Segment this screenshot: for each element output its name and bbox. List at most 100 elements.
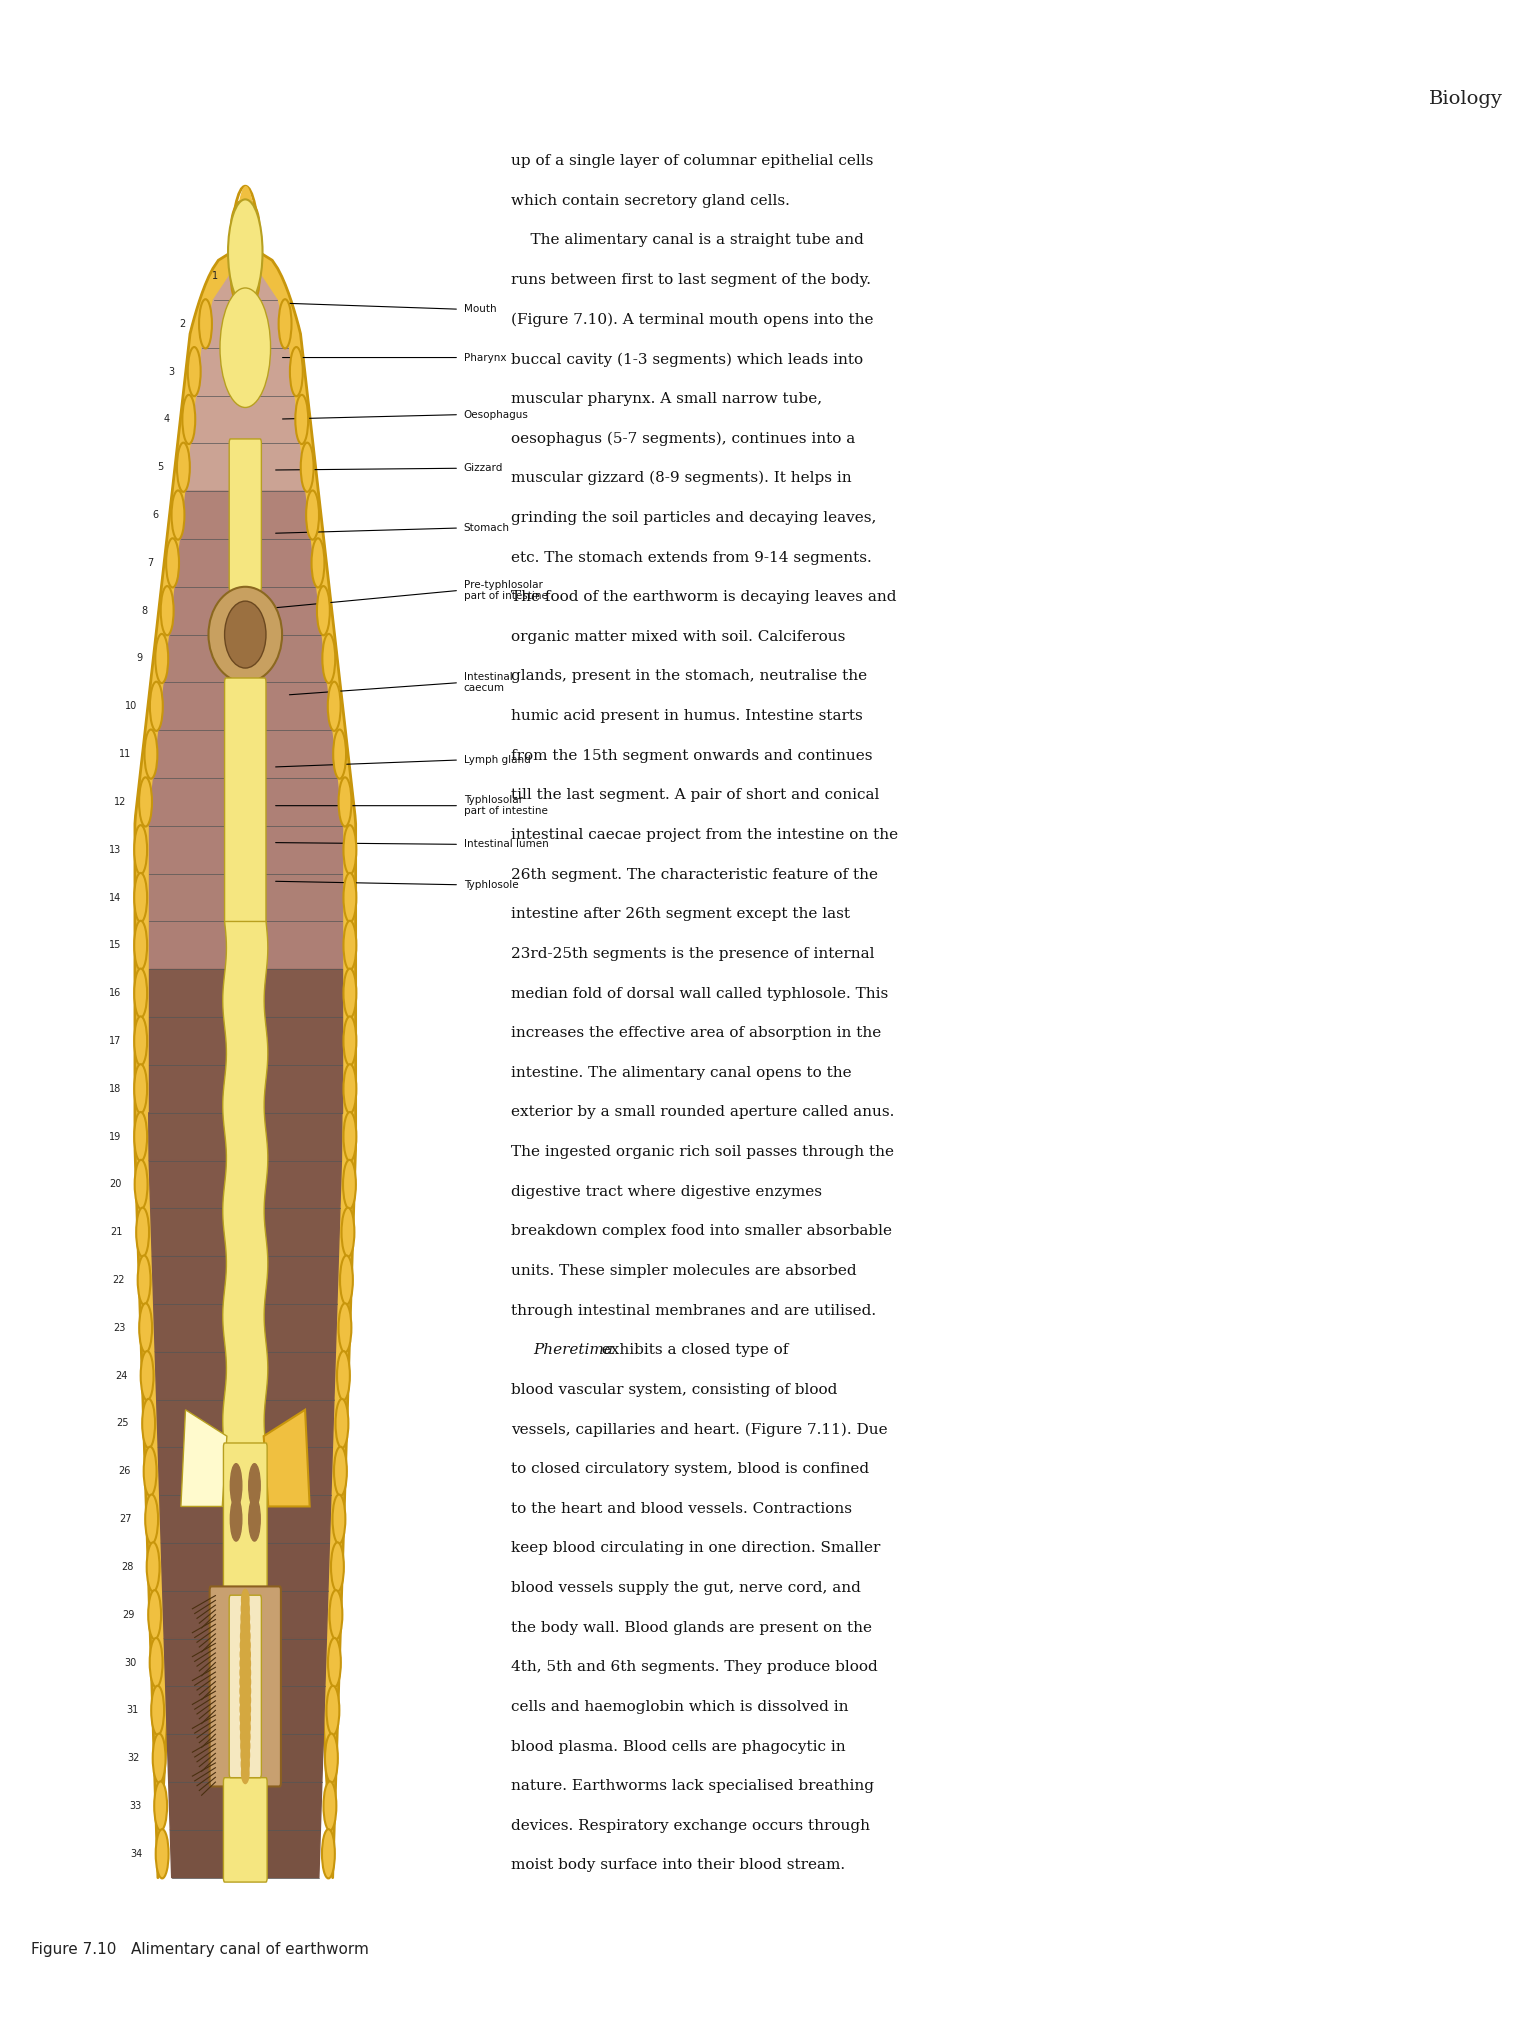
- Text: buccal cavity (1-3 segments) which leads into: buccal cavity (1-3 segments) which leads…: [510, 351, 863, 366]
- Text: 19: 19: [109, 1131, 121, 1141]
- Text: till the last segment. A pair of short and conical: till the last segment. A pair of short a…: [510, 788, 878, 802]
- Circle shape: [322, 1830, 334, 1879]
- Circle shape: [144, 729, 158, 780]
- Text: increases the effective area of absorption in the: increases the effective area of absorpti…: [510, 1026, 881, 1040]
- Text: nature. Earthworms lack specialised breathing: nature. Earthworms lack specialised brea…: [510, 1780, 874, 1794]
- FancyBboxPatch shape: [224, 1442, 267, 1596]
- Circle shape: [328, 1638, 340, 1687]
- Text: 28: 28: [121, 1561, 133, 1572]
- Text: Figure 7.10   Alimentary canal of earthworm: Figure 7.10 Alimentary canal of earthwor…: [31, 1941, 368, 1957]
- Circle shape: [333, 729, 346, 780]
- Text: muscular gizzard (8-9 segments). It helps in: muscular gizzard (8-9 segments). It help…: [510, 471, 851, 485]
- Text: 14: 14: [109, 893, 121, 903]
- Polygon shape: [149, 873, 342, 921]
- Text: Pharynx: Pharynx: [464, 354, 506, 362]
- Circle shape: [311, 537, 325, 588]
- Polygon shape: [170, 1830, 320, 1879]
- Polygon shape: [167, 1735, 323, 1782]
- Text: etc. The stomach extends from 9-14 segments.: etc. The stomach extends from 9-14 segme…: [510, 551, 872, 564]
- Ellipse shape: [224, 602, 267, 669]
- Polygon shape: [222, 921, 268, 1448]
- Circle shape: [135, 1159, 147, 1210]
- Circle shape: [135, 873, 147, 923]
- Circle shape: [322, 634, 336, 683]
- Circle shape: [343, 968, 356, 1018]
- Text: 34: 34: [130, 1848, 143, 1858]
- Text: 16: 16: [109, 988, 121, 998]
- Text: moist body surface into their blood stream.: moist body surface into their blood stre…: [510, 1858, 845, 1873]
- Text: 7: 7: [147, 558, 153, 568]
- Polygon shape: [149, 778, 342, 826]
- Polygon shape: [169, 1782, 322, 1830]
- Text: exterior by a small rounded aperture called anus.: exterior by a small rounded aperture cal…: [510, 1105, 894, 1119]
- Circle shape: [333, 1495, 345, 1543]
- Circle shape: [247, 250, 259, 301]
- Text: Pheretima: Pheretima: [533, 1343, 613, 1357]
- Text: Biology: Biology: [1429, 91, 1502, 107]
- Circle shape: [172, 491, 184, 539]
- Circle shape: [147, 1543, 159, 1592]
- Text: 6: 6: [152, 511, 158, 519]
- Text: The food of the earthworm is decaying leaves and: The food of the earthworm is decaying le…: [510, 590, 897, 604]
- Text: intestine after 26th segment except the last: intestine after 26th segment except the …: [510, 907, 849, 921]
- Polygon shape: [264, 1410, 310, 1507]
- Text: exhibits a closed type of: exhibits a closed type of: [592, 1343, 788, 1357]
- Circle shape: [325, 1733, 337, 1784]
- Circle shape: [166, 537, 179, 588]
- Text: 33: 33: [129, 1802, 141, 1812]
- Polygon shape: [192, 396, 299, 442]
- Polygon shape: [135, 200, 356, 1879]
- Circle shape: [339, 778, 351, 826]
- Polygon shape: [153, 729, 337, 778]
- Polygon shape: [181, 491, 310, 539]
- Polygon shape: [202, 299, 288, 347]
- FancyBboxPatch shape: [224, 1778, 267, 1883]
- Ellipse shape: [239, 1707, 251, 1729]
- Ellipse shape: [239, 1671, 251, 1693]
- Text: 15: 15: [109, 941, 121, 949]
- Text: The alimentary canal is a straight tube and: The alimentary canal is a straight tube …: [510, 234, 863, 248]
- Polygon shape: [164, 1638, 327, 1687]
- Circle shape: [135, 921, 147, 970]
- Polygon shape: [158, 1448, 333, 1495]
- Ellipse shape: [241, 1616, 250, 1638]
- Text: blood plasma. Blood cells are phagocytic in: blood plasma. Blood cells are phagocytic…: [510, 1739, 845, 1753]
- Polygon shape: [159, 683, 331, 729]
- Circle shape: [231, 250, 244, 301]
- Text: Stomach: Stomach: [464, 523, 510, 533]
- Circle shape: [156, 1830, 169, 1879]
- Ellipse shape: [239, 1652, 251, 1675]
- Ellipse shape: [241, 1735, 250, 1757]
- Text: organic matter mixed with soil. Calciferous: organic matter mixed with soil. Calcifer…: [510, 630, 845, 644]
- Text: from the 15th segment onwards and continues: from the 15th segment onwards and contin…: [510, 749, 872, 764]
- Text: 3: 3: [169, 366, 175, 376]
- Text: Intestinal lumen: Intestinal lumen: [464, 840, 549, 848]
- Ellipse shape: [239, 1626, 251, 1646]
- Text: 29: 29: [123, 1610, 135, 1620]
- Text: The ingested organic rich soil passes through the: The ingested organic rich soil passes th…: [510, 1145, 894, 1159]
- Text: runs between first to last segment of the body.: runs between first to last segment of th…: [510, 273, 871, 287]
- Text: vessels, capillaries and heart. (Figure 7.11). Due: vessels, capillaries and heart. (Figure …: [510, 1422, 888, 1436]
- Text: 24: 24: [115, 1372, 127, 1380]
- Polygon shape: [164, 634, 327, 683]
- Text: 11: 11: [120, 749, 132, 760]
- Text: 8: 8: [141, 606, 147, 616]
- Text: blood vessels supply the gut, nerve cord, and: blood vessels supply the gut, nerve cord…: [510, 1582, 860, 1596]
- FancyBboxPatch shape: [0, 0, 107, 123]
- Text: grinding the soil particles and decaying leaves,: grinding the soil particles and decaying…: [510, 511, 877, 525]
- Polygon shape: [152, 1256, 339, 1305]
- Text: (Figure 7.10). A terminal mouth opens into the: (Figure 7.10). A terminal mouth opens in…: [510, 313, 874, 327]
- Text: 10: 10: [124, 701, 136, 711]
- Circle shape: [331, 1543, 343, 1592]
- Circle shape: [135, 1065, 147, 1113]
- Text: blood vascular system, consisting of blood: blood vascular system, consisting of blo…: [510, 1384, 837, 1398]
- Polygon shape: [149, 1113, 342, 1161]
- Text: 18: 18: [109, 1085, 121, 1093]
- Circle shape: [135, 1016, 147, 1067]
- Polygon shape: [162, 1592, 328, 1638]
- Circle shape: [144, 1446, 156, 1497]
- Circle shape: [327, 1687, 339, 1735]
- Polygon shape: [161, 1543, 330, 1592]
- Ellipse shape: [239, 1681, 251, 1703]
- Text: 9: 9: [136, 654, 143, 663]
